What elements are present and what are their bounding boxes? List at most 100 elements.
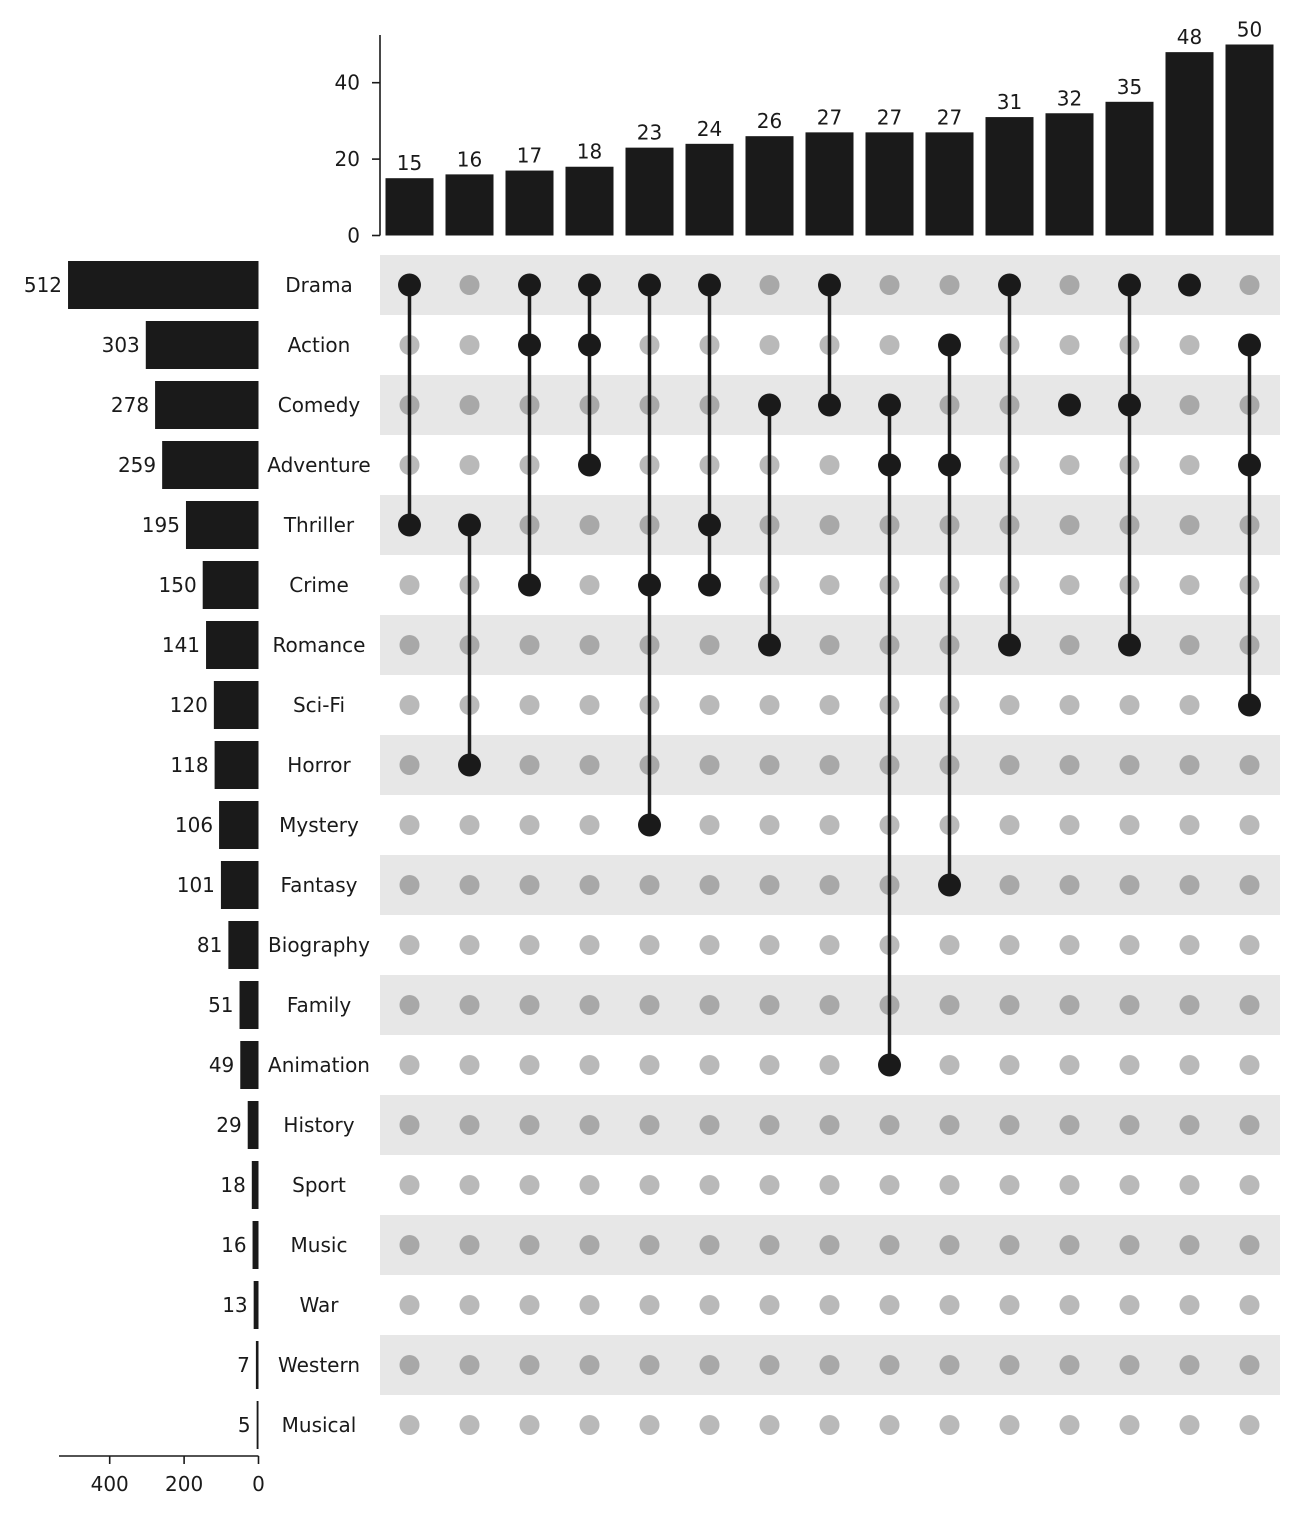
set-size-label-adventure: 259 xyxy=(118,453,156,477)
matrix-dot-inactive xyxy=(999,935,1020,955)
set-size-bar-history xyxy=(247,1101,259,1149)
matrix-dot-inactive xyxy=(639,1115,660,1135)
matrix-dot-inactive xyxy=(699,1235,720,1255)
matrix-dot-inactive xyxy=(999,1055,1020,1075)
matrix-dot-inactive xyxy=(1059,1055,1080,1075)
matrix-dot-inactive xyxy=(999,1175,1020,1195)
matrix-dot-inactive xyxy=(1059,635,1080,655)
matrix-dot-inactive xyxy=(939,1355,960,1375)
matrix-dot-inactive xyxy=(639,1295,660,1315)
set-size-label-biography: 81 xyxy=(197,933,222,957)
matrix-dot-inactive xyxy=(399,635,420,655)
matrix-dot-active xyxy=(878,453,901,477)
matrix-dot-inactive xyxy=(579,755,600,775)
matrix-dot-inactive xyxy=(639,1175,660,1195)
matrix-dot-inactive xyxy=(999,755,1020,775)
set-name-biography: Biography xyxy=(268,933,370,957)
matrix-dot-inactive xyxy=(1119,695,1140,715)
intersection-bar-10 xyxy=(925,132,974,236)
matrix-dot-inactive xyxy=(1179,455,1200,475)
matrix-dot-inactive xyxy=(399,695,420,715)
matrix-dot-inactive xyxy=(999,1415,1020,1435)
matrix-dot-inactive xyxy=(759,1055,780,1075)
matrix-dot-inactive xyxy=(999,695,1020,715)
matrix-dot-inactive xyxy=(1179,695,1200,715)
set-size-tick-label-0: 0 xyxy=(252,1472,265,1496)
matrix-dot-active xyxy=(818,393,841,417)
matrix-dot-active xyxy=(1058,393,1081,417)
matrix-dot-inactive xyxy=(399,1115,420,1135)
matrix-dot-inactive xyxy=(399,1175,420,1195)
set-size-label-thriller: 195 xyxy=(142,513,180,537)
set-size-bar-drama xyxy=(68,261,259,309)
matrix-dot-inactive xyxy=(699,1295,720,1315)
matrix-dot-inactive xyxy=(819,1415,840,1435)
matrix-dot-active xyxy=(1238,693,1261,717)
set-size-label-horror: 118 xyxy=(170,753,208,777)
matrix-dot-inactive xyxy=(519,635,540,655)
matrix-dot-inactive xyxy=(459,1115,480,1135)
matrix-dot-inactive xyxy=(579,1355,600,1375)
set-name-comedy: Comedy xyxy=(278,393,361,417)
matrix-dot-inactive xyxy=(399,1055,420,1075)
matrix-dot-inactive xyxy=(999,1295,1020,1315)
matrix-dot-active xyxy=(398,273,421,297)
matrix-dot-inactive xyxy=(819,995,840,1015)
matrix-dot-inactive xyxy=(1239,1055,1260,1075)
matrix-dot-inactive xyxy=(1059,815,1080,835)
intersection-bar-6 xyxy=(685,143,734,236)
matrix-dot-inactive xyxy=(1239,1415,1260,1435)
matrix-dot-active xyxy=(578,453,601,477)
matrix-dot-active xyxy=(938,873,961,897)
matrix-dot-inactive xyxy=(639,995,660,1015)
matrix-dot-inactive xyxy=(999,875,1020,895)
intersection-bar-9 xyxy=(865,132,914,236)
matrix-dot-inactive xyxy=(1239,1295,1260,1315)
matrix-dot-inactive xyxy=(1059,275,1080,295)
set-name-musical: Musical xyxy=(282,1413,357,1437)
matrix-dot-inactive xyxy=(999,815,1020,835)
matrix-dot-inactive xyxy=(1119,1175,1140,1195)
matrix-dot-inactive xyxy=(699,1055,720,1075)
intersection-tick-label-0: 0 xyxy=(347,224,360,248)
intersection-bar-label-2: 16 xyxy=(457,147,482,171)
matrix-dot-inactive xyxy=(939,1175,960,1195)
matrix-dot-inactive xyxy=(579,1055,600,1075)
matrix-dot-inactive xyxy=(1059,695,1080,715)
matrix-dot-inactive xyxy=(639,1055,660,1075)
matrix-dot-inactive xyxy=(759,815,780,835)
matrix-dot-inactive xyxy=(579,1175,600,1195)
matrix-dot-inactive xyxy=(1119,1115,1140,1135)
set-size-bar-music xyxy=(252,1221,259,1269)
matrix-dot-inactive xyxy=(819,1055,840,1075)
matrix-dot-inactive xyxy=(699,1175,720,1195)
set-name-thriller: Thriller xyxy=(283,513,355,537)
matrix-dot-inactive xyxy=(579,1415,600,1435)
set-size-bar-musical xyxy=(256,1401,259,1449)
matrix-dot-inactive xyxy=(1119,995,1140,1015)
matrix-dot-inactive xyxy=(819,515,840,535)
matrix-dot-inactive xyxy=(459,1415,480,1435)
matrix-dot-inactive xyxy=(819,1235,840,1255)
matrix-dot-active xyxy=(998,273,1021,297)
matrix-dot-active xyxy=(518,273,541,297)
matrix-dot-inactive xyxy=(399,995,420,1015)
set-size-bars: 512 303 278 259 195 150 141 120 118 106 101 81 51 49 2… xyxy=(24,261,259,1449)
matrix-dot-active xyxy=(878,393,901,417)
matrix-dot-inactive xyxy=(399,1415,420,1435)
matrix-dot-inactive xyxy=(819,755,840,775)
matrix-dot-inactive xyxy=(579,515,600,535)
set-size-bar-horror xyxy=(214,741,259,789)
intersection-bar-3 xyxy=(505,170,554,236)
matrix-dot-inactive xyxy=(519,1355,540,1375)
matrix-dot-inactive xyxy=(759,1115,780,1135)
matrix-dot-inactive xyxy=(879,335,900,355)
set-name-war: War xyxy=(300,1293,340,1317)
matrix-dot-inactive xyxy=(939,1295,960,1315)
matrix-dot-inactive xyxy=(1059,1295,1080,1315)
matrix-dot-active xyxy=(938,453,961,477)
intersection-bar-7 xyxy=(745,136,794,236)
set-name-mystery: Mystery xyxy=(279,813,359,837)
matrix-dot-inactive xyxy=(1119,1415,1140,1435)
matrix-dot-active xyxy=(578,333,601,357)
